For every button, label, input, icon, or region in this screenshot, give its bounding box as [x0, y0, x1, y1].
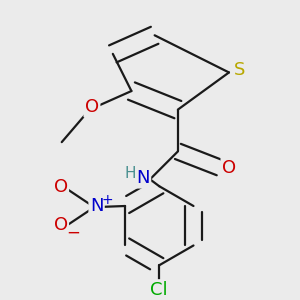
- Text: S: S: [234, 61, 245, 79]
- Text: H: H: [124, 166, 136, 181]
- Text: O: O: [222, 159, 236, 177]
- Text: O: O: [53, 216, 68, 234]
- Text: N: N: [90, 197, 103, 215]
- Text: O: O: [53, 178, 68, 196]
- Text: Cl: Cl: [151, 280, 168, 298]
- Text: −: −: [66, 224, 80, 242]
- Text: +: +: [101, 193, 113, 207]
- Text: O: O: [85, 98, 99, 116]
- Text: N: N: [136, 169, 150, 187]
